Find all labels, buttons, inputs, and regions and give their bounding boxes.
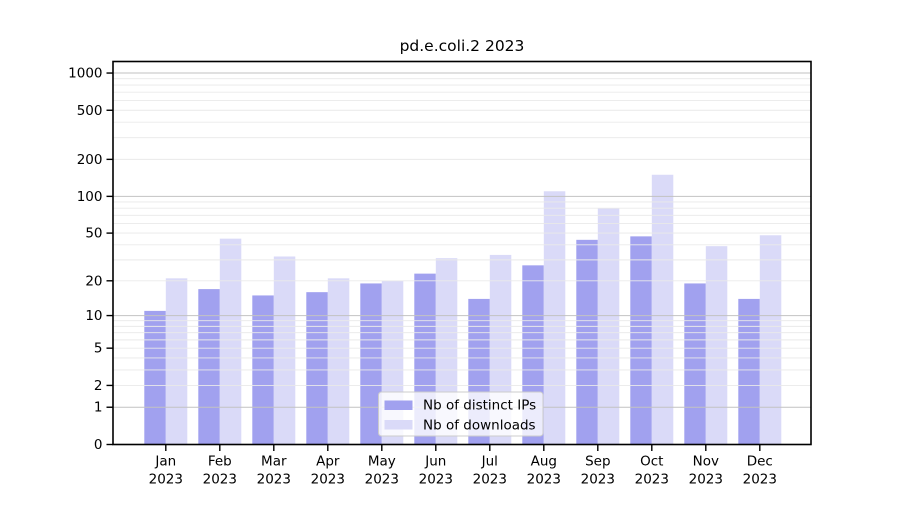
x-tick-label-month: Jul: [481, 454, 498, 470]
bar-downloads-jan: [165, 278, 188, 445]
x-tick-label-month: Aug: [531, 454, 557, 470]
x-tick-label-month: Jan: [154, 454, 176, 470]
x-tick-label-month: May: [368, 454, 396, 470]
bar-distinct-ips-may: [360, 283, 382, 445]
x-tick-label-month: Dec: [747, 454, 773, 470]
plot-area: 0 1 2 5 10 20 50 100 200 500 1000 Jan 2023 Feb 2023 Mar…: [68, 60, 812, 488]
x-tick-label-month: Nov: [693, 454, 719, 470]
y-tick-label: 5: [94, 341, 103, 357]
x-tick-label-year: 2023: [311, 472, 345, 488]
x-tick-label-year: 2023: [527, 472, 561, 488]
y-tick-label: 0: [94, 437, 103, 453]
bar-distinct-ips-jan: [144, 310, 166, 445]
legend-label-distinct-ips: Nb of distinct IPs: [423, 398, 536, 414]
legend-swatch-distinct-ips: [384, 400, 413, 410]
x-tick-label-month: Mar: [261, 454, 287, 470]
y-tick-label: 20: [85, 273, 102, 289]
x-tick-label-month: Oct: [640, 454, 663, 470]
x-tick-label-year: 2023: [365, 472, 399, 488]
bar-downloads-feb: [219, 238, 242, 445]
bar-downloads-apr: [327, 278, 350, 445]
bar-downloads-aug: [543, 191, 566, 445]
y-tick-label: 2: [94, 378, 103, 394]
x-tick-label-year: 2023: [149, 472, 183, 488]
x-tick-label-month: Apr: [316, 454, 340, 470]
x-tick-label-year: 2023: [203, 472, 237, 488]
bar-distinct-ips-apr: [306, 292, 328, 445]
x-tick-label-year: 2023: [473, 472, 507, 488]
y-tick-label: 10: [85, 308, 102, 324]
bar-distinct-ips-dec: [738, 298, 760, 445]
bar-downloads-nov: [705, 246, 728, 445]
legend-swatch-downloads: [384, 420, 413, 430]
bar-distinct-ips-sep: [576, 239, 598, 445]
legend-label-downloads: Nb of downloads: [423, 418, 536, 434]
bar-downloads-mar: [273, 256, 296, 445]
x-tick-label-year: 2023: [257, 472, 291, 488]
x-tick-label-year: 2023: [689, 472, 723, 488]
y-tick-label: 200: [77, 152, 103, 168]
y-tick-label: 500: [77, 103, 103, 119]
legend-box: [378, 391, 544, 437]
bar-distinct-ips-feb: [198, 289, 220, 445]
y-tick-label: 50: [85, 226, 102, 242]
x-tick-label-year: 2023: [743, 472, 777, 488]
x-tick-label-year: 2023: [419, 472, 453, 488]
y-tick-label: 1000: [68, 66, 102, 82]
bar-downloads-oct: [651, 174, 674, 445]
x-tick-label-month: Feb: [208, 454, 232, 470]
x-tick-label-year: 2023: [581, 472, 615, 488]
x-tick-label-month: Jun: [424, 454, 446, 470]
chart-title: pd.e.coli.2 2023: [400, 37, 525, 55]
x-tick-label-month: Sep: [585, 454, 610, 470]
bar-distinct-ips-nov: [684, 283, 706, 445]
axes-frame: [112, 60, 812, 446]
bar-distinct-ips-oct: [630, 236, 652, 445]
y-tick-label: 1: [94, 400, 103, 416]
y-tick-label: 100: [77, 189, 103, 205]
x-tick-label-year: 2023: [635, 472, 669, 488]
